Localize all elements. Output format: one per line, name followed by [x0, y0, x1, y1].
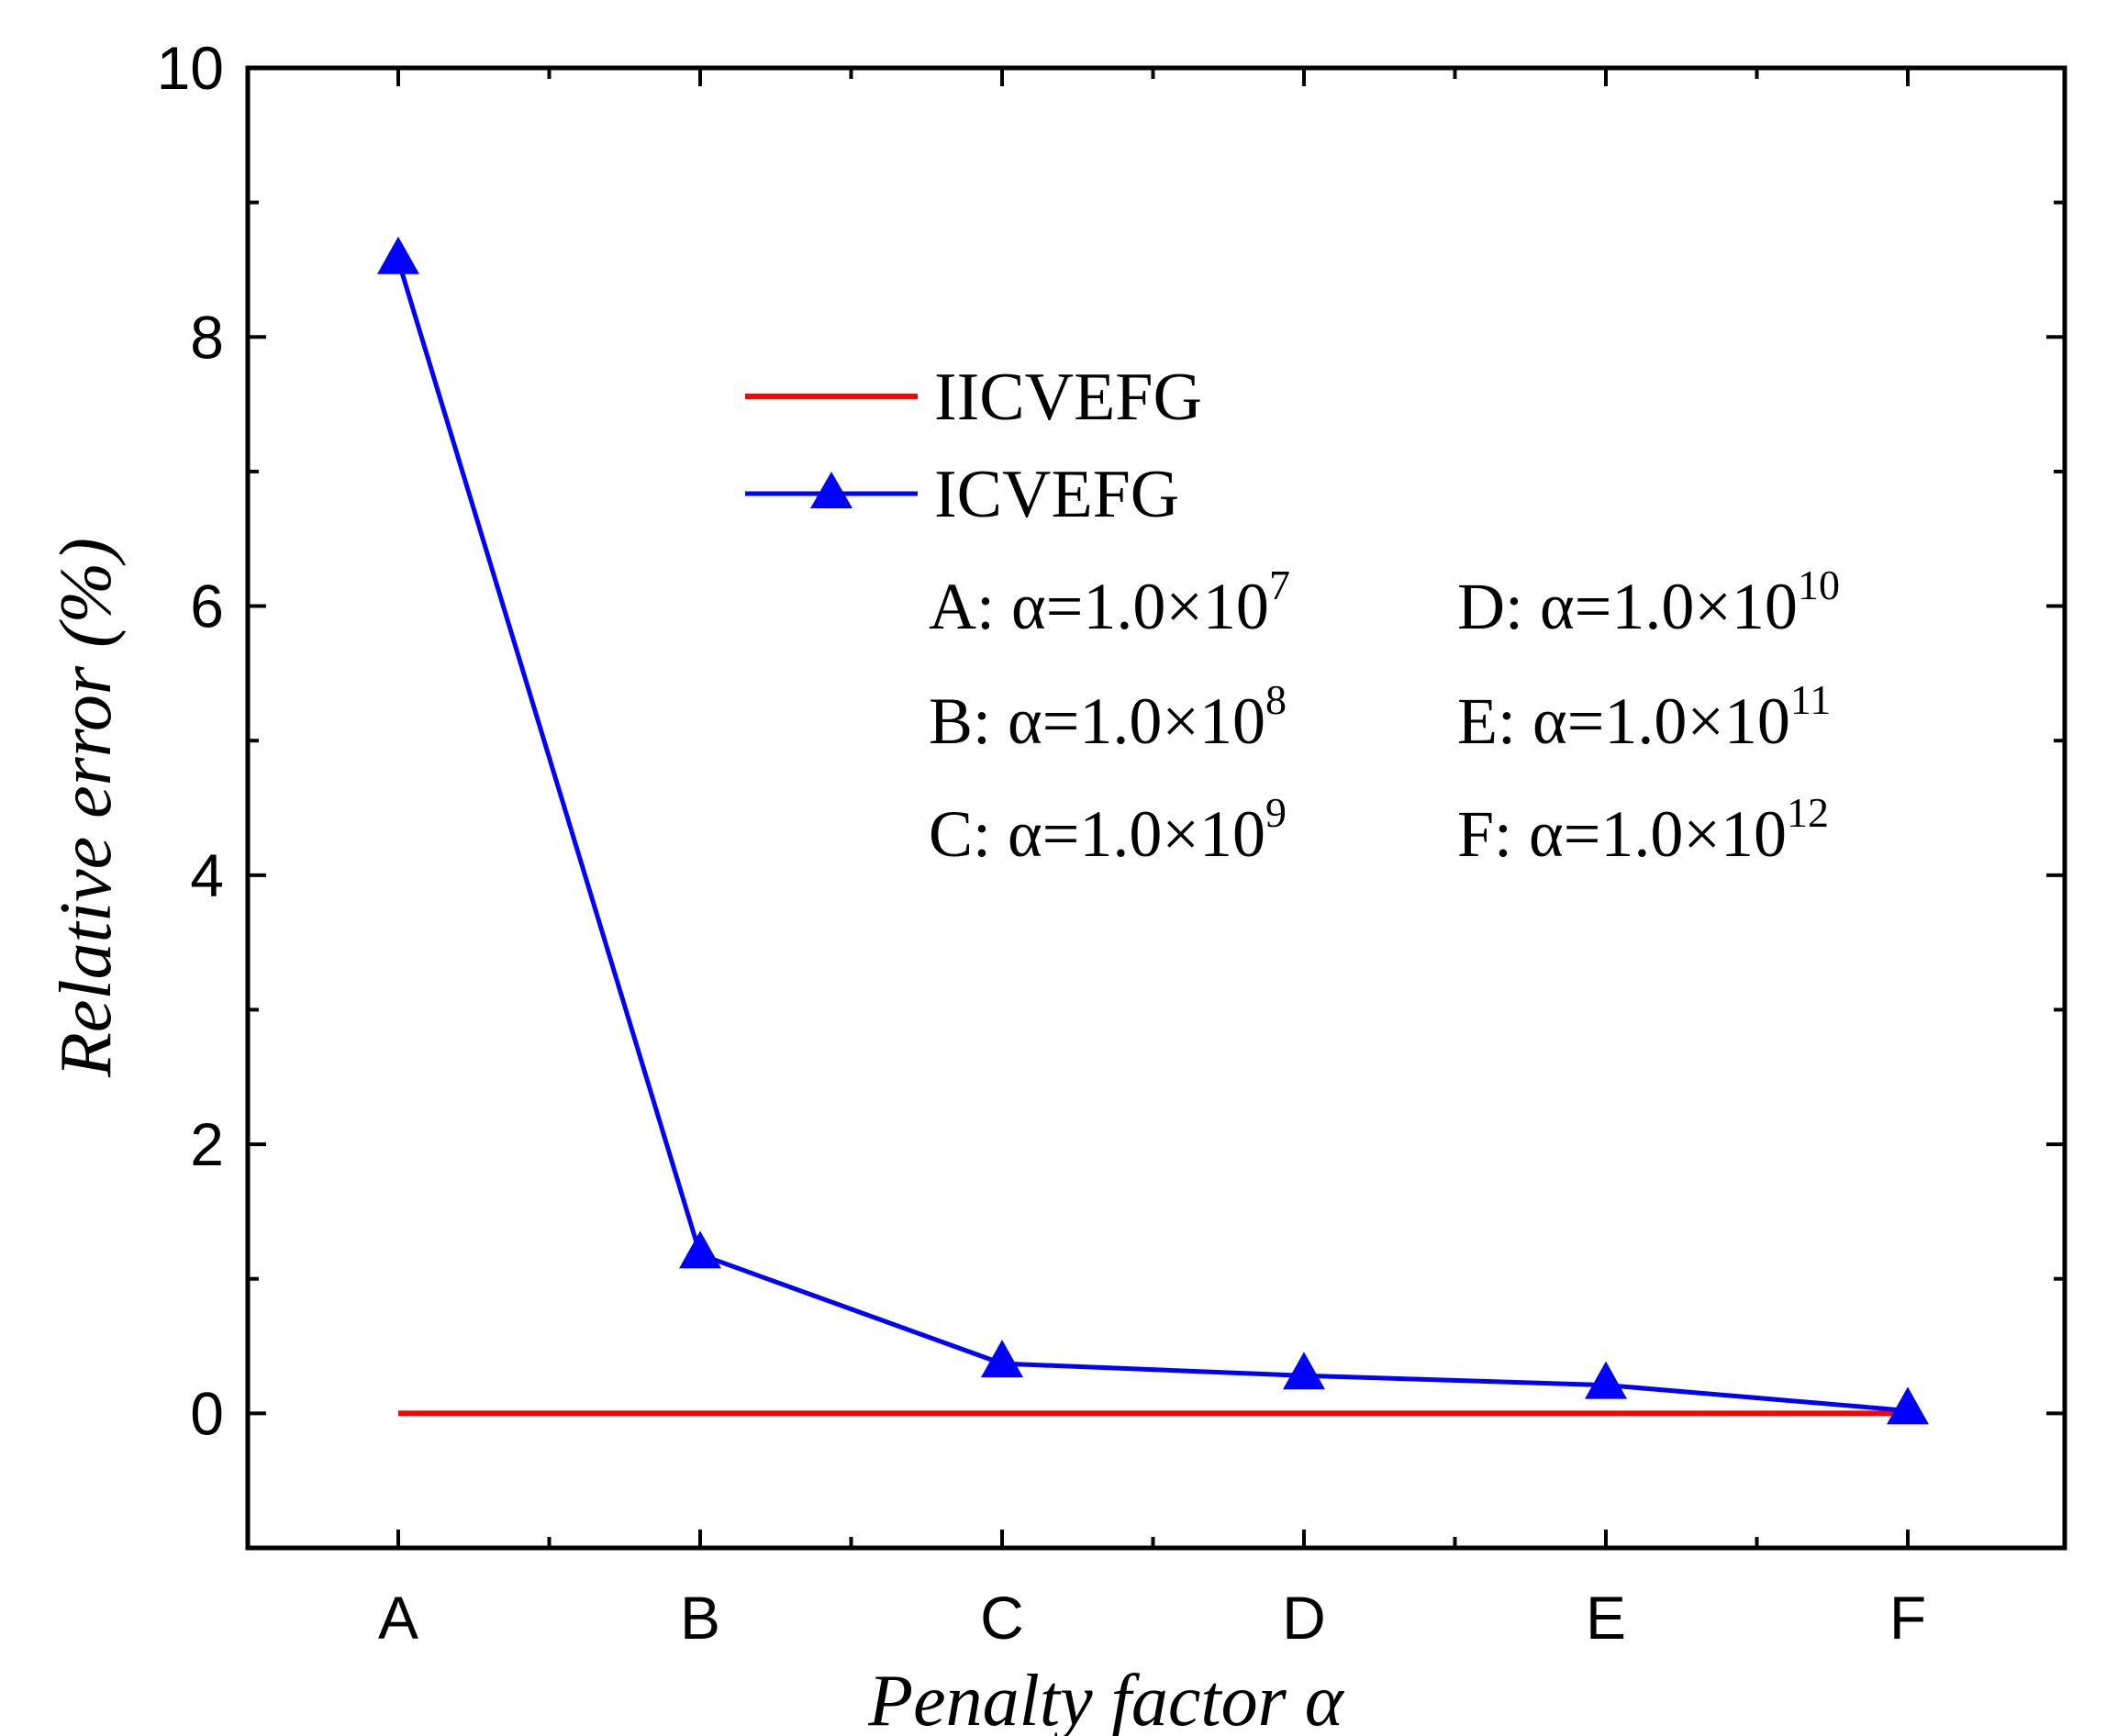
note-f-text: F: α=1.0×10 — [1457, 797, 1787, 871]
ticks-layer: 0 2 4 6 8 10 A B C D E F — [157, 34, 2065, 1652]
plot-frame — [245, 65, 2067, 1551]
note-a: A: α=1.0×107 — [929, 562, 1290, 643]
note-e-exp: 11 — [1790, 676, 1831, 723]
series-line-icvefg — [396, 259, 1909, 1413]
marker-icvefg-d — [1283, 1352, 1325, 1390]
y-tick-label: 0 — [190, 1379, 224, 1447]
y-axis-title: Relative error (%) — [46, 538, 127, 1078]
y-tick-label: 2 — [190, 1110, 224, 1178]
penalty-notes: A: α=1.0×107 B: α=1.0×108 C: α=1.0×109 D… — [929, 562, 1840, 871]
legend-marker-icvefg — [810, 472, 852, 508]
marker-icvefg-a — [377, 236, 419, 274]
note-b: B: α=1.0×108 — [929, 676, 1287, 758]
x-tick-label-b: B — [680, 1584, 720, 1652]
x-axis-title: Penalty factor α — [867, 1661, 1344, 1736]
y-tick-label: 4 — [190, 841, 224, 909]
note-f-exp: 12 — [1787, 789, 1829, 836]
legend-label-icvefg: ICVEFG — [934, 457, 1179, 532]
series-layer — [377, 236, 1929, 1425]
note-c: C: α=1.0×109 — [929, 789, 1287, 871]
legend: IICVEFG ICVEFG — [745, 360, 1202, 532]
x-tick-label-c: C — [980, 1584, 1024, 1652]
marker-icvefg-b — [679, 1230, 721, 1269]
legend-label-iicvefg: IICVEFG — [934, 360, 1202, 435]
note-b-text: B: α=1.0×10 — [929, 684, 1265, 758]
note-d-exp: 10 — [1798, 562, 1840, 608]
marker-icvefg-c — [981, 1340, 1023, 1378]
note-a-exp: 7 — [1269, 562, 1290, 608]
y-tick-label: 8 — [190, 303, 224, 371]
note-e-text: E: α=1.0×10 — [1457, 684, 1790, 758]
y-tick-label: 10 — [157, 34, 224, 102]
note-b-exp: 8 — [1265, 676, 1287, 723]
note-c-exp: 9 — [1265, 789, 1287, 836]
note-e: E: α=1.0×1011 — [1457, 676, 1831, 758]
y-tick-label: 6 — [190, 573, 224, 640]
x-tick-label-d: D — [1282, 1584, 1326, 1652]
note-d: D: α=1.0×1010 — [1457, 562, 1840, 643]
x-tick-label-f: F — [1889, 1584, 1926, 1652]
note-d-text: D: α=1.0×10 — [1457, 570, 1798, 643]
note-c-text: C: α=1.0×10 — [929, 797, 1265, 871]
x-tick-label-e: E — [1586, 1584, 1626, 1652]
note-f: F: α=1.0×1012 — [1457, 789, 1829, 871]
note-a-text: A: α=1.0×10 — [929, 570, 1269, 643]
marker-icvefg-f — [1887, 1386, 1929, 1425]
marker-icvefg-e — [1585, 1361, 1627, 1399]
x-tick-label-a: A — [378, 1584, 418, 1652]
